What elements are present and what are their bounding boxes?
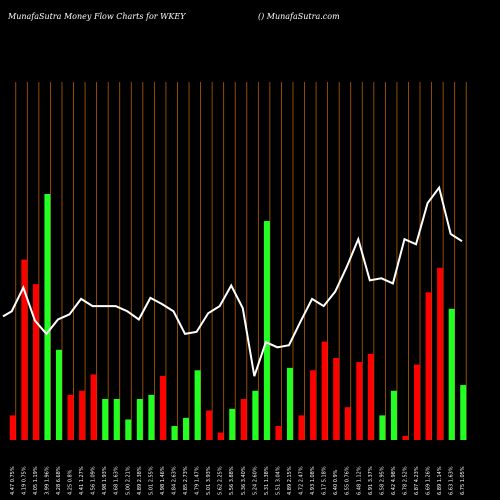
- x-tick-label: 6.78 2.52%: [402, 466, 408, 495]
- bar-up: [148, 394, 155, 440]
- bar-down: [240, 399, 247, 440]
- x-tick-label: 4.68 1.63%: [114, 466, 120, 495]
- x-tick-label: 6.63 1.63%: [449, 466, 455, 495]
- x-tick-label: 4.41 1.27%: [79, 466, 85, 495]
- bar-down: [310, 370, 317, 440]
- bar-down: [206, 410, 213, 440]
- x-tick-label: 6.40 0.9%: [333, 469, 339, 495]
- bar-down: [356, 362, 363, 440]
- x-tick-label: 5.51 3.04%: [275, 466, 281, 495]
- bar-up: [460, 385, 467, 440]
- bar-down: [298, 415, 305, 440]
- bar-down: [414, 364, 421, 440]
- bar-down: [32, 284, 39, 440]
- bar-up: [44, 194, 51, 440]
- x-tick-label: 3.99 1.96%: [44, 466, 50, 495]
- x-tick-label: 5.01 2.55%: [148, 466, 154, 495]
- x-tick-label: 4.79 1.47%: [195, 466, 201, 495]
- x-tick-label: 6.48 1.12%: [356, 466, 362, 495]
- x-tick-label: 4.98 1.93%: [102, 466, 108, 495]
- bar-down: [333, 358, 340, 440]
- bar-down: [21, 259, 28, 440]
- bar-down: [79, 390, 86, 440]
- bar-up: [229, 408, 236, 440]
- bar-down: [275, 426, 282, 440]
- x-tick-label: 5.24 2.60%: [252, 466, 258, 495]
- x-tick-label: 5.36 3.40%: [241, 466, 247, 495]
- bar-down: [90, 374, 97, 440]
- bar-series: [9, 194, 467, 440]
- bar-up: [448, 308, 455, 440]
- x-tick-label: 4.93 1.08%: [310, 466, 316, 495]
- x-tick-label: 4.05 1.19%: [33, 466, 39, 495]
- bar-up: [286, 367, 293, 440]
- bar-up: [263, 221, 270, 440]
- bar-down: [437, 267, 444, 440]
- bar-down: [367, 353, 374, 440]
- bar-up: [390, 390, 397, 440]
- bar-up: [171, 426, 178, 440]
- x-tick-label: 4.19 0.75%: [21, 466, 27, 495]
- x-tick-label: 5.01 3.93%: [206, 466, 212, 495]
- bar-up: [379, 415, 386, 440]
- x-tick-label: 4.84 2.63%: [171, 466, 177, 495]
- x-tick-label: 6.87 4.23%: [414, 466, 420, 495]
- x-tick-label: 5.62 2.25%: [218, 466, 224, 495]
- bar-up: [252, 390, 259, 440]
- bar-up: [194, 370, 201, 440]
- x-tick-label: 4.56 1.09%: [91, 466, 97, 495]
- bar-up: [55, 349, 62, 440]
- line-series: [2, 185, 463, 377]
- x-tick-label: 6.55 0.76%: [345, 466, 351, 495]
- bar-down: [217, 432, 224, 440]
- x-tick-label: 4.47 0.75%: [10, 466, 16, 495]
- bar-up: [136, 399, 143, 440]
- x-tick-label: 6.42 4.98%: [391, 466, 397, 495]
- x-tick-label: 4.89 2.38%: [137, 466, 143, 495]
- bar-up: [113, 399, 120, 440]
- x-tick-label: 4.25 0.8%: [68, 469, 74, 495]
- site-name: () MunafaSutra.com: [258, 12, 340, 21]
- x-tick-label: 5.00 2.21%: [125, 466, 131, 495]
- x-tick-label: 4.72 2.47%: [299, 466, 305, 495]
- bar-down: [425, 292, 432, 440]
- bar-down: [159, 376, 166, 440]
- x-tick-label: 6.89 1.14%: [437, 466, 443, 495]
- x-tick-label: 6.69 1.26%: [426, 466, 432, 495]
- bar-down: [321, 341, 328, 440]
- x-axis-ticks: 4.47 0.75% 4.19 0.75% 4.05 1.19% 3.99 1.96%…: [10, 466, 466, 495]
- grid-lines: [15, 82, 467, 440]
- x-tick-label: 4.89 2.15%: [287, 466, 293, 495]
- x-tick-label: 5.56 3.88%: [229, 466, 235, 495]
- x-tick-label: 4.28 6.68%: [56, 466, 62, 495]
- x-tick-label: 6.91 3.37%: [368, 466, 374, 495]
- bar-down: [344, 407, 351, 440]
- bar-down: [9, 415, 16, 440]
- x-tick-label: 6.75 1.05%: [460, 466, 466, 495]
- x-tick-label: 6.58 2.95%: [379, 466, 385, 495]
- bar-up: [183, 417, 190, 440]
- chart-title: MunafaSutra Money Flow Charts for WKEY: [8, 12, 186, 21]
- x-tick-label: 5.31 1.38%: [264, 466, 270, 495]
- bar-down: [67, 394, 74, 440]
- x-tick-label: 6.17 5.18%: [322, 466, 328, 495]
- bar-up: [102, 399, 109, 440]
- bar-down: [402, 435, 409, 440]
- x-tick-label: 4.98 1.46%: [160, 466, 166, 495]
- bar-up: [125, 419, 132, 440]
- x-tick-label: 4.85 2.73%: [183, 466, 189, 495]
